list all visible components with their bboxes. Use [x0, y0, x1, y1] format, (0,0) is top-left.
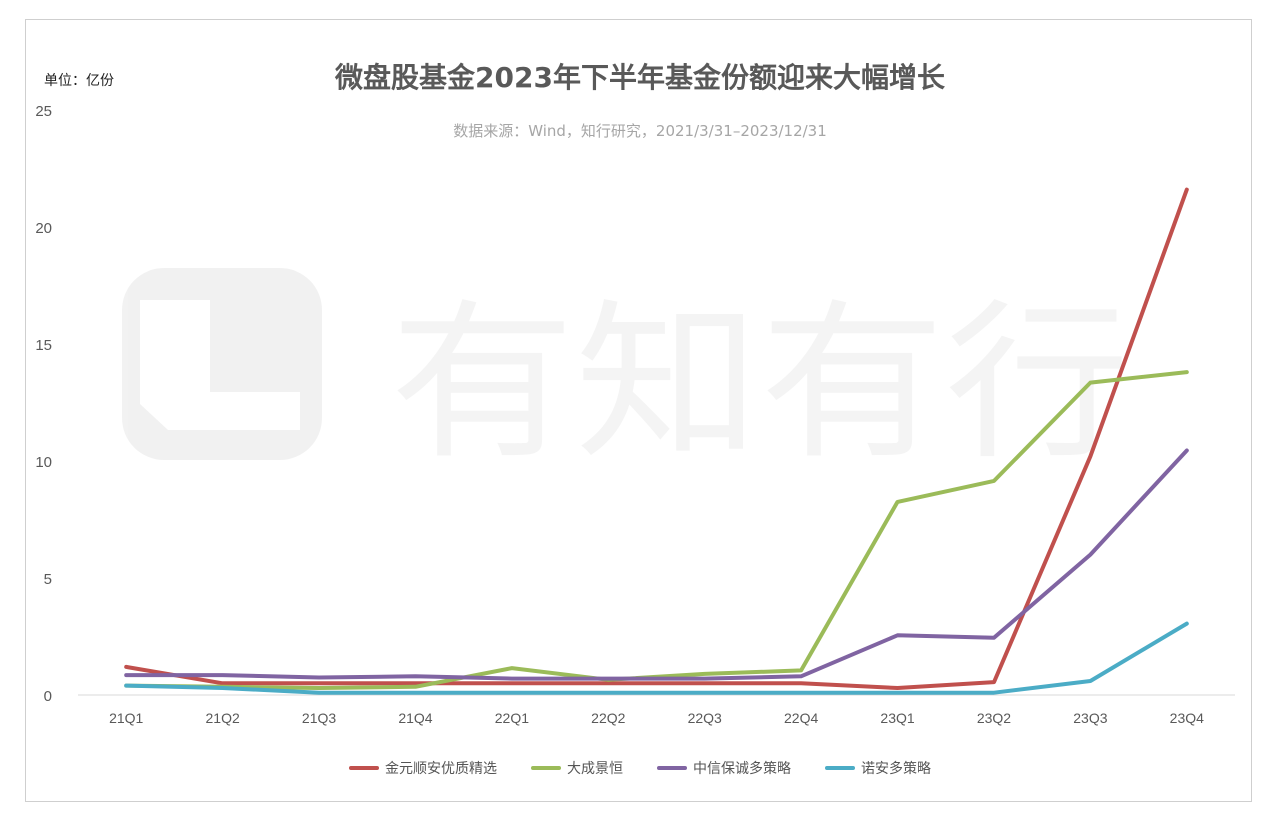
- unit-label: 单位：亿份: [44, 73, 114, 89]
- watermark-logo-icon: [122, 268, 322, 460]
- legend-item: 诺安多策略: [825, 758, 931, 778]
- series-line: [124, 187, 1189, 690]
- legend-item: 中信保诚多策略: [657, 758, 791, 778]
- legend-swatch: [531, 766, 561, 770]
- legend-item: 金元顺安优质精选: [349, 758, 497, 778]
- legend: 金元顺安优质精选 大成景恒 中信保诚多策略 诺安多策略: [0, 758, 1280, 778]
- chart-subtitle: 数据来源：Wind，知行研究，2021/3/31–2023/12/31: [453, 122, 827, 140]
- legend-swatch: [825, 766, 855, 770]
- x-tick-label: 21Q4: [398, 710, 432, 726]
- series-line: [124, 448, 1189, 681]
- legend-item: 大成景恒: [531, 758, 623, 778]
- y-tick-label: 10: [35, 454, 52, 471]
- watermark-text: 有知有行: [390, 285, 1130, 483]
- x-tick-label: 21Q2: [206, 710, 240, 726]
- x-tick-label: 22Q1: [495, 710, 529, 726]
- x-tick-label: 22Q2: [591, 710, 625, 726]
- y-tick-label: 20: [35, 220, 52, 237]
- y-tick-label: 25: [35, 103, 52, 120]
- legend-label: 中信保诚多策略: [693, 761, 791, 777]
- x-tick-label: 22Q4: [784, 710, 818, 726]
- x-tick-label: 23Q1: [880, 710, 914, 726]
- x-tick-label: 22Q3: [688, 710, 722, 726]
- chart-frame: [25, 19, 1252, 802]
- y-tick-label: 0: [44, 688, 52, 705]
- x-tick-label: 23Q4: [1170, 710, 1204, 726]
- x-tick-label: 23Q3: [1073, 710, 1107, 726]
- legend-swatch: [657, 766, 687, 770]
- y-tick-label: 5: [44, 571, 52, 588]
- x-tick-label: 23Q2: [977, 710, 1011, 726]
- watermark: 有知有行: [122, 268, 1130, 483]
- y-tick-label: 15: [35, 337, 52, 354]
- x-tick-label: 21Q1: [109, 710, 143, 726]
- x-tick-label: 21Q3: [302, 710, 336, 726]
- legend-swatch: [349, 766, 379, 770]
- chart-title: 微盘股基金2023年下半年基金份额迎来大幅增长: [335, 61, 945, 94]
- series-line: [124, 621, 1189, 695]
- legend-label: 诺安多策略: [861, 761, 931, 777]
- legend-label: 大成景恒: [567, 761, 623, 777]
- legend-label: 金元顺安优质精选: [385, 761, 497, 777]
